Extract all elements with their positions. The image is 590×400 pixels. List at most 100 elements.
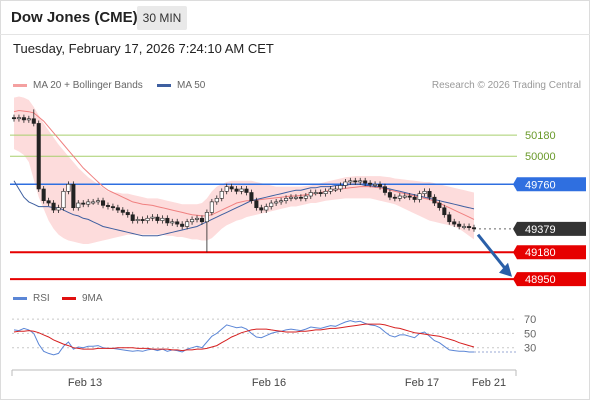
- legend-rsi-ma: 9MA: [62, 293, 103, 304]
- candle-body: [145, 217, 150, 221]
- x-tick-label: Feb 13: [68, 377, 102, 389]
- candle-body: [120, 209, 125, 213]
- rsi-tick-70: 70: [524, 314, 536, 326]
- candle-body: [194, 217, 200, 220]
- candle-body: [71, 184, 76, 209]
- rsi-tick-30: 30: [524, 343, 536, 355]
- rsi-label: RSI: [33, 293, 50, 304]
- candle-body: [387, 192, 392, 198]
- candle-body: [160, 217, 165, 221]
- candle-body: [358, 180, 363, 183]
- candle-body: [303, 195, 308, 199]
- level-label-49180: 49180: [525, 247, 556, 259]
- ma20-line: [13, 109, 475, 220]
- candle-body: [422, 191, 427, 194]
- candle-body: [437, 202, 442, 209]
- candle-body: [353, 180, 358, 183]
- candle-body: [140, 219, 145, 221]
- candle-body: [471, 227, 477, 230]
- candle-body: [402, 195, 407, 198]
- ma20-label: MA 20 + Bollinger Bands: [33, 80, 143, 91]
- level-label-48950: 48950: [525, 274, 556, 286]
- candle-body: [288, 196, 294, 199]
- candle-body: [249, 192, 254, 201]
- candle-body: [244, 188, 249, 193]
- candle-body: [259, 207, 264, 211]
- candle-body: [274, 201, 279, 204]
- candle-body: [105, 205, 111, 207]
- candle-body: [125, 212, 130, 216]
- candle-body: [269, 202, 274, 207]
- candle-body: [343, 181, 348, 186]
- level-tag-49379: [513, 221, 586, 236]
- candle-body: [101, 200, 106, 206]
- candle-body: [338, 185, 343, 190]
- candle-body: [209, 201, 214, 213]
- candle-body: [318, 192, 323, 195]
- candle-body: [76, 202, 81, 209]
- candle-body: [41, 188, 46, 201]
- candle-body: [21, 117, 26, 121]
- candle-body: [165, 217, 170, 224]
- candle-body: [254, 200, 259, 209]
- candle-body: [229, 186, 234, 190]
- candle-body: [457, 223, 462, 227]
- header-divider: [0, 34, 590, 35]
- candle-body: [392, 196, 397, 199]
- level-label-49760: 49760: [525, 179, 556, 191]
- candle-body: [81, 202, 86, 205]
- rsi-ma-label: 9MA: [82, 293, 103, 304]
- candle-body: [447, 214, 452, 223]
- candle-body: [442, 207, 447, 216]
- candle-body: [467, 226, 472, 228]
- x-tick-label: Feb 21: [472, 377, 506, 389]
- candle-body: [377, 184, 383, 187]
- candle-body: [31, 118, 36, 124]
- ma50-swatch: [157, 84, 171, 87]
- candle-body: [412, 196, 417, 200]
- candle-body: [452, 221, 457, 225]
- candle-body: [284, 198, 289, 201]
- x-tick-label: Feb 16: [252, 377, 286, 389]
- candle-body: [155, 216, 160, 221]
- instrument-title: Dow Jones (CME): [11, 9, 138, 26]
- candle-body: [417, 193, 422, 200]
- candle-body: [66, 184, 71, 192]
- ma50-line: [13, 180, 475, 237]
- candle-body: [199, 217, 204, 223]
- rsi-line: [13, 320, 474, 356]
- candle-body: [110, 206, 115, 209]
- ma20-swatch: [13, 84, 27, 87]
- legend-rsi: RSI: [13, 293, 50, 304]
- candle-body: [328, 188, 333, 192]
- x-tick-label: Feb 17: [405, 377, 439, 389]
- candle-body: [264, 206, 269, 211]
- candle-body: [397, 195, 402, 199]
- candle-body: [214, 198, 219, 203]
- candle-body: [190, 219, 195, 223]
- legend-ma20: MA 20 + Bollinger Bands: [13, 80, 143, 91]
- timeframe-button[interactable]: 30 MIN: [137, 6, 187, 30]
- level-label-49379: 49379: [525, 224, 556, 236]
- bollinger-band: [14, 96, 474, 245]
- level-label-50000: 50000: [525, 151, 556, 163]
- candle-body: [46, 200, 51, 204]
- level-tag-48950: [513, 272, 586, 287]
- candle-body: [308, 192, 313, 197]
- candle-body: [224, 186, 229, 192]
- candle-body: [86, 201, 91, 205]
- ma50-label: MA 50: [177, 80, 206, 91]
- rsi-swatch: [13, 297, 27, 300]
- candle-body: [239, 188, 244, 192]
- candle-body: [36, 123, 41, 190]
- candle-body: [427, 191, 432, 198]
- candle-body: [293, 196, 298, 199]
- candle-body: [130, 214, 135, 221]
- candle-body: [135, 219, 140, 221]
- level-tag-49180: [513, 245, 586, 260]
- candle-body: [115, 207, 120, 211]
- candle-body: [150, 216, 155, 219]
- candle-body: [26, 118, 31, 121]
- candle-body: [175, 221, 180, 225]
